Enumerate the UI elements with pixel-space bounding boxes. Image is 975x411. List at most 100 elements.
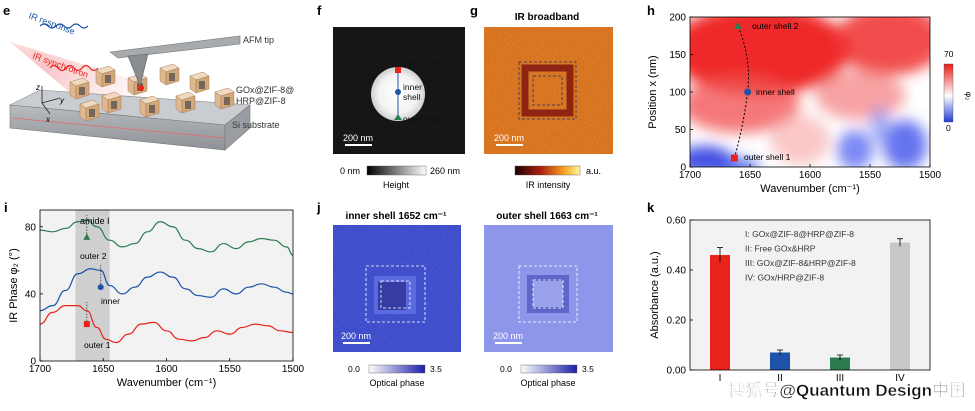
substrate-label: Si substrate [232,120,280,130]
bar-category-label: II [777,373,783,384]
j-right-inner-roi [532,279,564,309]
panel-letter-j: j [316,200,321,215]
x-tick-label: 1600 [799,170,822,181]
bar-IV [890,242,910,370]
afm-tip-icon [127,53,149,87]
x-tick-label: 1500 [919,170,942,181]
h-outer-shell-1-label: outer shell 1 [744,152,791,162]
mof-cube [79,99,100,122]
bar-I [710,255,730,370]
phase-title-right: Optical phase [520,378,575,388]
bar-II [770,352,790,370]
panel-g: g IR broadband 200 nm a.u. IR intensity [470,3,613,190]
sample-label-2: HRP@ZIF-8 [236,96,286,106]
bar-legend: I: GOx@ZIF-8@HRP@ZIF-8 II: Free GOx&HRP II… [745,229,856,283]
y-tick-label: 40 [25,289,37,300]
k-ylabel: Absorbance (a.u.) [649,251,661,338]
inner-core [378,282,406,310]
scalebar-j-right-label: 200 nm [493,331,523,341]
ir-broadband-title: IR broadband [515,12,579,23]
substrate-side [224,104,251,151]
panel-j: j inner shell 1652 cm⁻¹ outer shell 1663… [316,200,613,388]
inner-label-i: inner [101,296,120,306]
bar-axes: 0.00 0.20 0.40 0.60 Absorbance (a.u.) [649,216,693,377]
scalebar-g-label: 200 nm [494,133,524,143]
h-inner-shell-marker [744,88,752,96]
panel-letter-g: g [470,3,478,18]
h-outer-shell-2-marker [734,22,742,29]
panel-letter-f: f [317,3,322,18]
scalebar-j-left-label: 200 nm [341,331,371,341]
inner-shell-marker [395,89,401,95]
legend-entry: I: GOx@ZIF-8@HRP@ZIF-8 [745,229,854,239]
mof-cube [214,87,235,110]
scalebar-f-label: 200 nm [343,133,373,143]
outer-2-label: outer 2 [80,251,107,261]
mof-cube [101,91,122,114]
i-ylabel: IR Phase φ₂ (°) [8,248,20,323]
spectrum-line-1 [39,219,294,256]
spectrum-marker-triangle [83,233,91,240]
sample-label-1: GOx@ZIF-8@ [236,85,294,95]
phi-colorbar [943,63,954,123]
ir-unit-label: a.u. [586,166,601,176]
outer-core [533,281,563,307]
panel-letter-i: i [4,200,8,215]
panel-letter-k: k [647,200,655,215]
afm-tip-label: AFM tip [243,35,274,45]
mof-cube [139,95,160,118]
ir-shell-ring [521,64,574,117]
mof-cube [175,91,196,114]
spectra-markers [83,214,104,328]
axis-x-label: x [45,115,51,124]
j-title-left: inner shell 1652 cm⁻¹ [346,211,448,222]
afm-tip-spot [138,85,144,91]
watermark: 搜狐号@Quantum Design中国 [728,380,966,400]
x-tick-label: 1600 [155,364,178,375]
phase-title-left: Optical phase [369,378,424,388]
height-min-label: 0 nm [340,166,360,176]
h-xlabel: Wavenumber (cm⁻¹) [760,183,860,195]
x-tick-label: 1700 [679,170,702,181]
x-tick-label: 1550 [859,170,882,181]
h-outer-shell-2-label: outer shell 2 [752,21,799,31]
y-tick-label: 100 [669,88,686,99]
mof-cube [95,65,116,88]
height-colorbar [366,165,427,176]
phase-min-left: 0.0 [348,364,360,374]
y-tick-label: 0.60 [667,216,687,227]
y-tick-label: 0.20 [667,316,687,327]
mof-cubes [69,63,235,122]
x-tick-label: 1550 [219,364,242,375]
ir-colorbar [514,165,581,176]
phase-colorbar-left [368,364,426,374]
outer-shell-2-marker [394,114,402,120]
y-tick-label: 80 [25,222,37,233]
outer-roi-box [518,61,577,120]
afm-cantilever [109,35,241,59]
bar-category-label: IV [895,373,905,384]
h-outer-shell-1-marker [730,154,738,162]
y-tick-label: 0.40 [667,266,687,277]
mof-cube [69,77,90,100]
bar-series: I II III IV [710,238,910,384]
shell-label: shell [403,92,421,102]
phase-min-right: 0.0 [500,364,512,374]
j-left-inner-roi [380,280,411,309]
h-ylabel: Position x (nm) [647,55,659,128]
y-tick-label: 50 [675,125,687,136]
ir-map-noise [484,27,613,154]
axis-y-line [41,97,61,104]
inner-roi-box [532,75,563,106]
panel-f: f outer shell1 inner shell outer shell 2… [317,3,465,190]
outer-shell-1-marker [395,67,401,73]
phi-symbol: φ₂ [964,92,974,101]
j-title-right: outer shell 1663 cm⁻¹ [496,211,598,222]
heatmap-trace [733,25,750,159]
y-tick-label: 0 [30,357,36,368]
spectrum-line-3 [39,305,294,344]
panel-letter-e: e [3,3,10,18]
phase-max-left: 3.5 [430,364,442,374]
j-left-outer-roi [365,265,426,323]
